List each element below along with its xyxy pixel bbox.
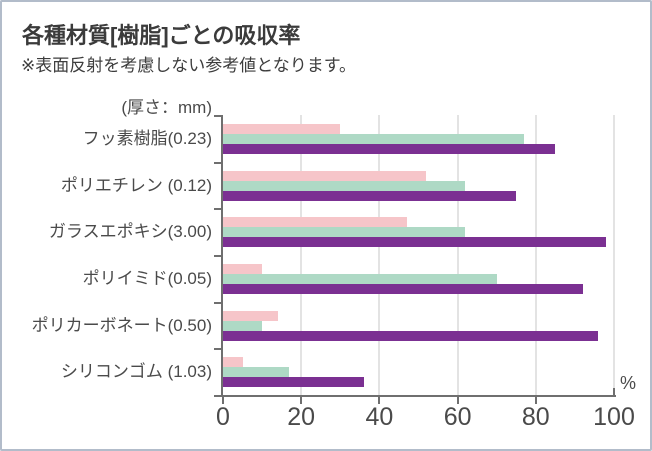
y-axis-tick <box>214 255 222 257</box>
x-axis-line <box>214 395 616 397</box>
bar-row1-mint <box>223 134 525 144</box>
x-axis-tick-0 <box>222 395 224 404</box>
bar-row5-purple <box>223 330 599 341</box>
x-axis-tick-20 <box>300 395 303 404</box>
gridline-40 <box>378 115 381 395</box>
bar-row5-mint <box>223 320 263 331</box>
category-label-3: ガラスエポキシ(3.00) <box>48 222 212 242</box>
y-axis-tick <box>214 301 222 304</box>
y-axis-tick <box>214 208 222 211</box>
bar-row3-pink <box>223 217 407 228</box>
x-axis-tick-60 <box>456 395 459 404</box>
category-label-4: ポリイミド(0.05) <box>82 269 212 288</box>
gridline-80 <box>534 115 537 395</box>
chart-subtitle-note: ※表面反射を考慮しない参考値となります。 <box>21 56 357 75</box>
bar-row1-purple <box>223 144 556 154</box>
bar-row5-pink <box>223 310 278 321</box>
bar-row3-mint <box>223 227 466 238</box>
y-axis-tick <box>214 161 222 164</box>
x-tick-label-100: 100 <box>593 403 635 431</box>
gridline-100 <box>613 115 615 395</box>
x-tick-label-80: 80 <box>521 403 550 431</box>
y-axis-line <box>221 115 223 397</box>
y-axis-tick <box>214 115 222 117</box>
bar-row6-pink <box>223 357 243 368</box>
bar-row3-purple <box>223 237 607 248</box>
category-label-6: シリコンゴム (1.03) <box>60 362 212 382</box>
x-tick-label-40: 40 <box>365 403 394 431</box>
category-label-1: フッ素樹脂(0.23) <box>82 129 212 148</box>
thickness-unit-label: (厚さ：mm) <box>121 98 212 117</box>
category-label-5: ポリカーボネート(0.50) <box>31 315 212 335</box>
x-tick-label-20: 20 <box>287 403 316 431</box>
bar-row1-pink <box>223 124 341 134</box>
y-axis-tick <box>214 348 222 351</box>
gridline-60 <box>456 115 459 395</box>
bar-row2-purple <box>223 190 517 201</box>
gridline-20 <box>300 115 303 395</box>
bar-row2-mint <box>223 180 466 191</box>
x-tick-label-0: 0 <box>216 403 230 431</box>
x-axis-end-hook <box>613 388 615 395</box>
x-tick-label-60: 60 <box>443 403 472 431</box>
percent-unit-label: % <box>620 373 637 393</box>
x-axis-tick-80 <box>534 395 537 404</box>
x-axis-tick-40 <box>378 395 381 404</box>
category-label-2: ポリエチレン (0.12) <box>60 175 212 195</box>
bar-row4-purple <box>223 284 583 294</box>
chart-title: 各種材質[樹脂]ごとの吸収率 <box>22 23 301 48</box>
bar-row6-mint <box>223 367 290 378</box>
bar-row4-pink <box>223 264 263 274</box>
bar-row2-pink <box>223 170 427 181</box>
bar-row6-purple <box>223 377 364 388</box>
bar-row4-mint <box>223 274 497 284</box>
